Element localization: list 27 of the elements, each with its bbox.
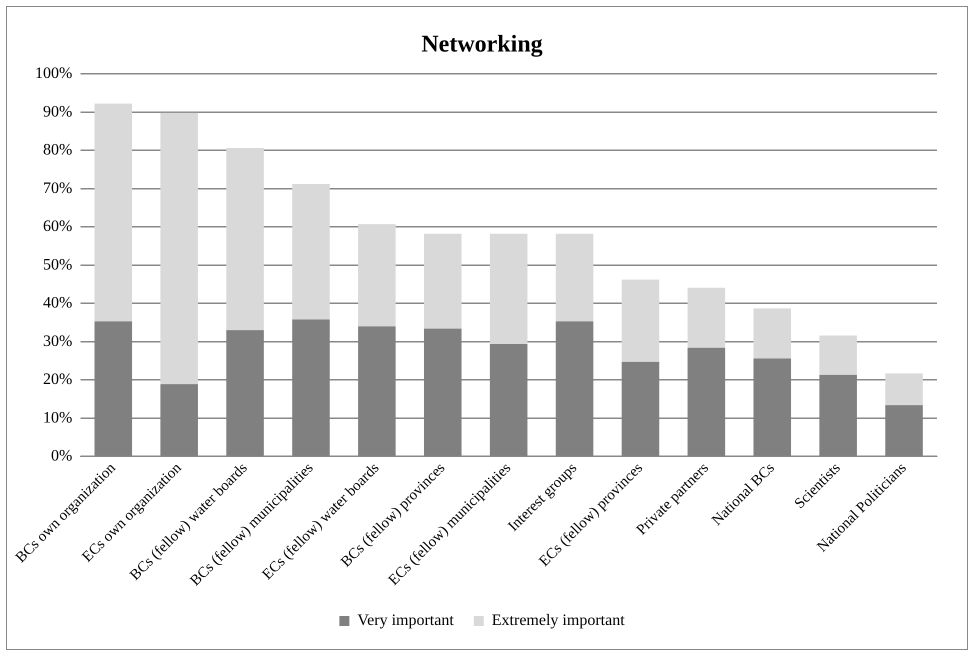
bar bbox=[160, 112, 198, 384]
y-tick-label: 0% bbox=[51, 448, 72, 465]
y-tick-label: 90% bbox=[43, 103, 72, 120]
legend-label: Extremely important bbox=[492, 612, 626, 630]
bar bbox=[490, 234, 528, 344]
y-tick-label: 60% bbox=[43, 218, 72, 236]
bar bbox=[556, 234, 594, 322]
bar bbox=[753, 308, 792, 358]
bar bbox=[424, 234, 462, 329]
bar bbox=[292, 184, 330, 320]
legend-label: Very important bbox=[357, 612, 454, 630]
bar bbox=[688, 288, 726, 348]
y-tick-label: 50% bbox=[43, 256, 72, 274]
y-tick-label: 80% bbox=[43, 142, 72, 159]
y-tick-label: 40% bbox=[43, 294, 72, 312]
y-tick-label: 10% bbox=[43, 409, 72, 426]
bar bbox=[885, 373, 923, 406]
bar bbox=[622, 280, 660, 362]
y-tick-label: 70% bbox=[43, 180, 72, 197]
chart-title: Networking bbox=[421, 32, 543, 58]
y-tick-label: 30% bbox=[43, 332, 72, 350]
y-tick-label: 100% bbox=[35, 65, 72, 82]
bar bbox=[94, 104, 132, 322]
bar bbox=[226, 148, 264, 330]
y-tick-label: 20% bbox=[43, 371, 72, 388]
bar bbox=[819, 336, 857, 375]
bar bbox=[358, 224, 396, 326]
